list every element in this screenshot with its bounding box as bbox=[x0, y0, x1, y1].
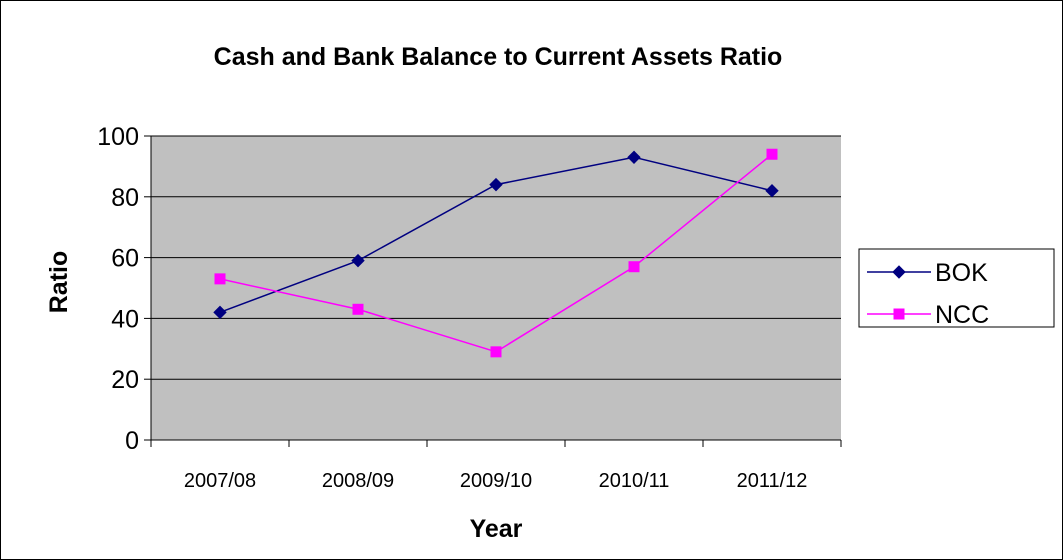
data-point-bok bbox=[489, 177, 503, 192]
y-tick-label: 20 bbox=[111, 366, 139, 394]
legend-marker-bok bbox=[892, 265, 906, 279]
legend-label-ncc: NCC bbox=[935, 301, 989, 329]
chart-title: Cash and Bank Balance to Current Assets … bbox=[214, 43, 783, 71]
y-tick-labels: 0 20 40 60 80 100 bbox=[97, 123, 139, 455]
series-ncc bbox=[214, 148, 778, 358]
data-point-ncc bbox=[490, 346, 502, 358]
x-tick-label: 2011/12 bbox=[737, 470, 808, 492]
x-axis-title: Year bbox=[470, 515, 523, 543]
legend-label-bok: BOK bbox=[935, 259, 988, 287]
data-point-ncc bbox=[628, 261, 640, 273]
data-point-bok bbox=[351, 253, 365, 268]
x-tick-label: 2010/11 bbox=[599, 470, 670, 492]
x-tick-label: 2007/08 bbox=[184, 470, 256, 492]
data-point-ncc bbox=[214, 273, 226, 285]
series-bok bbox=[213, 150, 779, 320]
axes bbox=[144, 135, 842, 447]
data-point-ncc bbox=[352, 303, 364, 315]
data-point-bok bbox=[765, 184, 779, 198]
y-tick-label: 40 bbox=[111, 305, 139, 333]
y-tick-label: 0 bbox=[125, 427, 139, 455]
y-tick-label: 80 bbox=[111, 184, 139, 212]
series-layer bbox=[213, 148, 779, 358]
y-axis-title: Ratio bbox=[45, 251, 73, 314]
legend: BOK NCC bbox=[858, 248, 1055, 329]
gridlines bbox=[151, 135, 841, 380]
data-point-ncc bbox=[766, 148, 778, 160]
data-point-bok bbox=[213, 305, 227, 320]
x-tick-label: 2008/09 bbox=[322, 470, 394, 492]
x-tick-labels: 2007/08 2008/09 2009/10 2010/11 2011/12 bbox=[184, 470, 808, 492]
data-point-bok bbox=[627, 150, 641, 164]
y-tick-label: 100 bbox=[97, 123, 139, 151]
x-tick-label: 2009/10 bbox=[460, 470, 532, 492]
legend-marker-ncc bbox=[893, 308, 905, 320]
y-tick-label: 60 bbox=[111, 245, 139, 273]
